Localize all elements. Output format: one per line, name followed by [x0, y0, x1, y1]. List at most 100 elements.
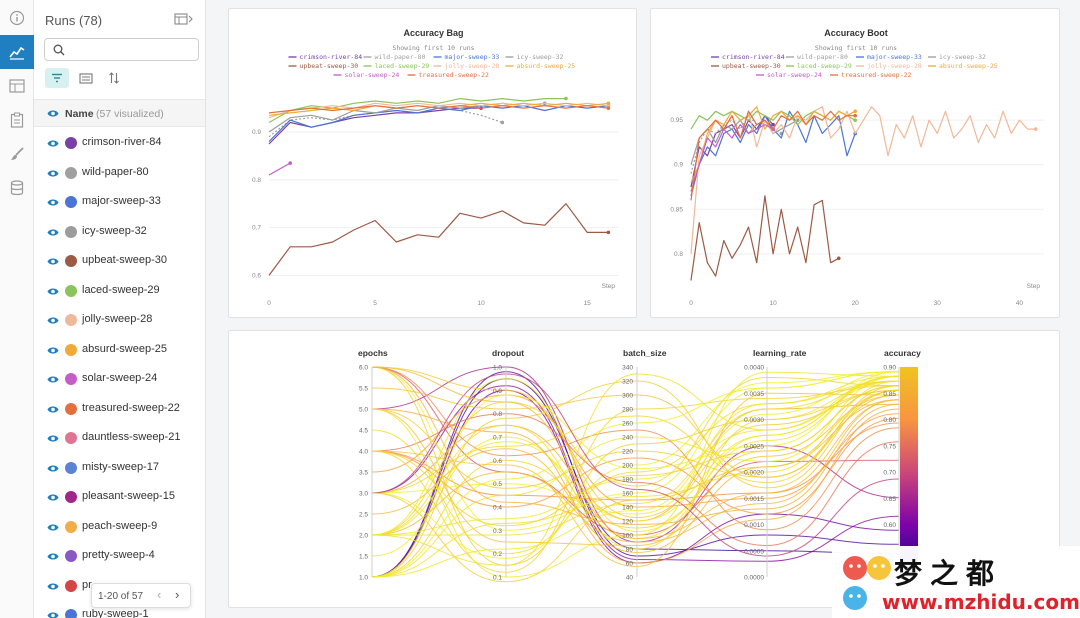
run-color-swatch[interactable] — [65, 520, 77, 533]
run-name[interactable]: misty-sweep-17 — [82, 460, 160, 473]
axis-tick-label: 2.0 — [359, 533, 368, 540]
run-name[interactable]: ruby-sweep-1 — [82, 608, 149, 618]
run-name[interactable]: dauntless-sweep-21 — [82, 431, 181, 443]
axis-tick-label: 260 — [622, 421, 633, 428]
search-input[interactable] — [71, 42, 191, 57]
accuracy-bag-panel[interactable]: Accuracy Bag Showing first 10 runs crimson… — [228, 8, 637, 318]
run-row[interactable]: jolly-sweep-28 — [34, 306, 205, 335]
eye-icon[interactable] — [47, 523, 59, 532]
run-row[interactable]: misty-sweep-17 — [34, 454, 205, 483]
run-row[interactable]: ruby-sweep-1 — [34, 601, 205, 618]
run-name[interactable]: major-sweep-33 — [82, 195, 161, 207]
axis-tick-label: 220 — [622, 449, 633, 456]
run-row[interactable]: absurd-sweep-25 — [34, 336, 205, 365]
run-row[interactable]: major-sweep-33 — [34, 188, 205, 217]
run-color-swatch[interactable] — [65, 343, 77, 356]
run-row[interactable]: pleasant-sweep-15 — [34, 483, 205, 512]
run-row[interactable]: laced-sweep-29 — [34, 277, 205, 306]
axis-tick-label: 340 — [622, 365, 633, 372]
run-row[interactable]: peach-sweep-9 — [34, 513, 205, 542]
eye-icon[interactable] — [47, 582, 59, 591]
name-column-header[interactable]: Name (57 visualized) — [34, 99, 205, 127]
run-name[interactable]: pleasant-sweep-15 — [82, 490, 175, 502]
filter-button[interactable] — [45, 68, 69, 88]
run-color-swatch[interactable] — [65, 255, 77, 267]
run-color-swatch[interactable] — [65, 579, 77, 592]
eye-icon[interactable] — [47, 228, 59, 237]
run-row[interactable]: solar-sweep-24 — [34, 365, 205, 394]
brush-icon[interactable] — [0, 137, 34, 171]
expand-table-icon[interactable] — [174, 12, 194, 26]
run-line — [372, 380, 900, 536]
sort-button[interactable] — [102, 68, 126, 88]
run-name[interactable]: solar-sweep-24 — [82, 372, 158, 384]
eye-icon[interactable] — [47, 316, 59, 325]
chart-icon[interactable] — [0, 35, 34, 69]
axis-tick-label: 160 — [622, 491, 633, 498]
run-color-swatch[interactable] — [65, 196, 77, 208]
info-icon[interactable] — [0, 1, 34, 35]
legend-item: jolly-sweep-28 — [445, 62, 500, 70]
run-row[interactable]: icy-sweep-32 — [34, 218, 205, 247]
run-color-swatch[interactable] — [65, 491, 77, 503]
run-name[interactable]: pretty-sweep-4 — [82, 549, 155, 561]
run-color-swatch[interactable] — [65, 609, 77, 618]
run-color-swatch[interactable] — [65, 166, 77, 179]
run-name[interactable]: wild-paper-80 — [82, 165, 149, 178]
run-row[interactable]: crimson-river-84 — [34, 129, 205, 158]
eye-icon[interactable] — [47, 139, 59, 148]
run-color-swatch[interactable] — [65, 432, 77, 444]
search-field[interactable] — [44, 38, 199, 61]
run-name[interactable]: treasured-sweep-22 — [82, 401, 180, 414]
clipboard-icon[interactable] — [0, 103, 34, 137]
eye-icon[interactable] — [47, 552, 59, 561]
eye-icon[interactable] — [47, 257, 59, 266]
group-button[interactable] — [74, 68, 98, 88]
run-line — [371, 366, 900, 531]
run-color-swatch[interactable] — [65, 373, 77, 385]
run-name[interactable]: laced-sweep-29 — [82, 283, 160, 296]
run-row[interactable]: dauntless-sweep-21 — [34, 424, 205, 453]
eye-icon[interactable] — [47, 611, 59, 618]
series-line — [268, 107, 503, 138]
run-color-swatch[interactable] — [65, 550, 77, 562]
run-name[interactable]: crimson-river-84 — [82, 136, 162, 148]
chart-title: Accuracy Boot — [824, 28, 888, 38]
run-name[interactable]: icy-sweep-32 — [82, 224, 147, 237]
eye-icon[interactable] — [47, 287, 59, 296]
run-name[interactable]: absurd-sweep-25 — [82, 342, 167, 355]
database-icon[interactable] — [0, 171, 34, 205]
run-row[interactable]: treasured-sweep-22 — [34, 395, 205, 424]
run-row[interactable]: pretty-sweep-4 — [34, 542, 205, 571]
eye-icon[interactable] — [47, 198, 59, 207]
eye-icon[interactable] — [47, 434, 59, 443]
run-color-swatch[interactable] — [65, 461, 77, 474]
x-tick-label: 15 — [584, 300, 592, 307]
eye-icon[interactable] — [47, 405, 59, 414]
legend-item: crimson-river-84 — [300, 53, 363, 61]
eye-icon[interactable] — [47, 493, 59, 502]
next-page-button[interactable]: › — [175, 587, 180, 602]
run-color-swatch[interactable] — [65, 137, 77, 149]
run-color-swatch[interactable] — [65, 284, 77, 297]
run-name[interactable]: jolly-sweep-28 — [82, 313, 153, 325]
eye-icon[interactable] — [47, 346, 59, 355]
filter-icon — [52, 73, 62, 83]
eye-icon[interactable] — [47, 169, 59, 178]
eye-icon[interactable] — [47, 375, 59, 384]
run-color-swatch[interactable] — [65, 225, 77, 238]
run-name[interactable]: peach-sweep-9 — [82, 519, 158, 532]
eye-icon[interactable] — [47, 109, 59, 118]
run-name[interactable]: upbeat-sweep-30 — [82, 254, 168, 266]
prev-page-button[interactable]: ‹ — [157, 587, 162, 602]
run-row[interactable]: wild-paper-80 — [34, 159, 205, 188]
series-line — [268, 203, 609, 276]
axis-tick-label: 1.5 — [359, 554, 368, 561]
y-tick-label: 0.9 — [252, 129, 261, 136]
accuracy-boot-panel[interactable]: Accuracy Boot Showing first 10 runs crimso… — [650, 8, 1060, 318]
run-color-swatch[interactable] — [65, 402, 77, 415]
eye-icon[interactable] — [47, 464, 59, 473]
run-row[interactable]: upbeat-sweep-30 — [34, 247, 205, 276]
run-color-swatch[interactable] — [65, 314, 77, 326]
table-icon[interactable] — [0, 69, 34, 103]
